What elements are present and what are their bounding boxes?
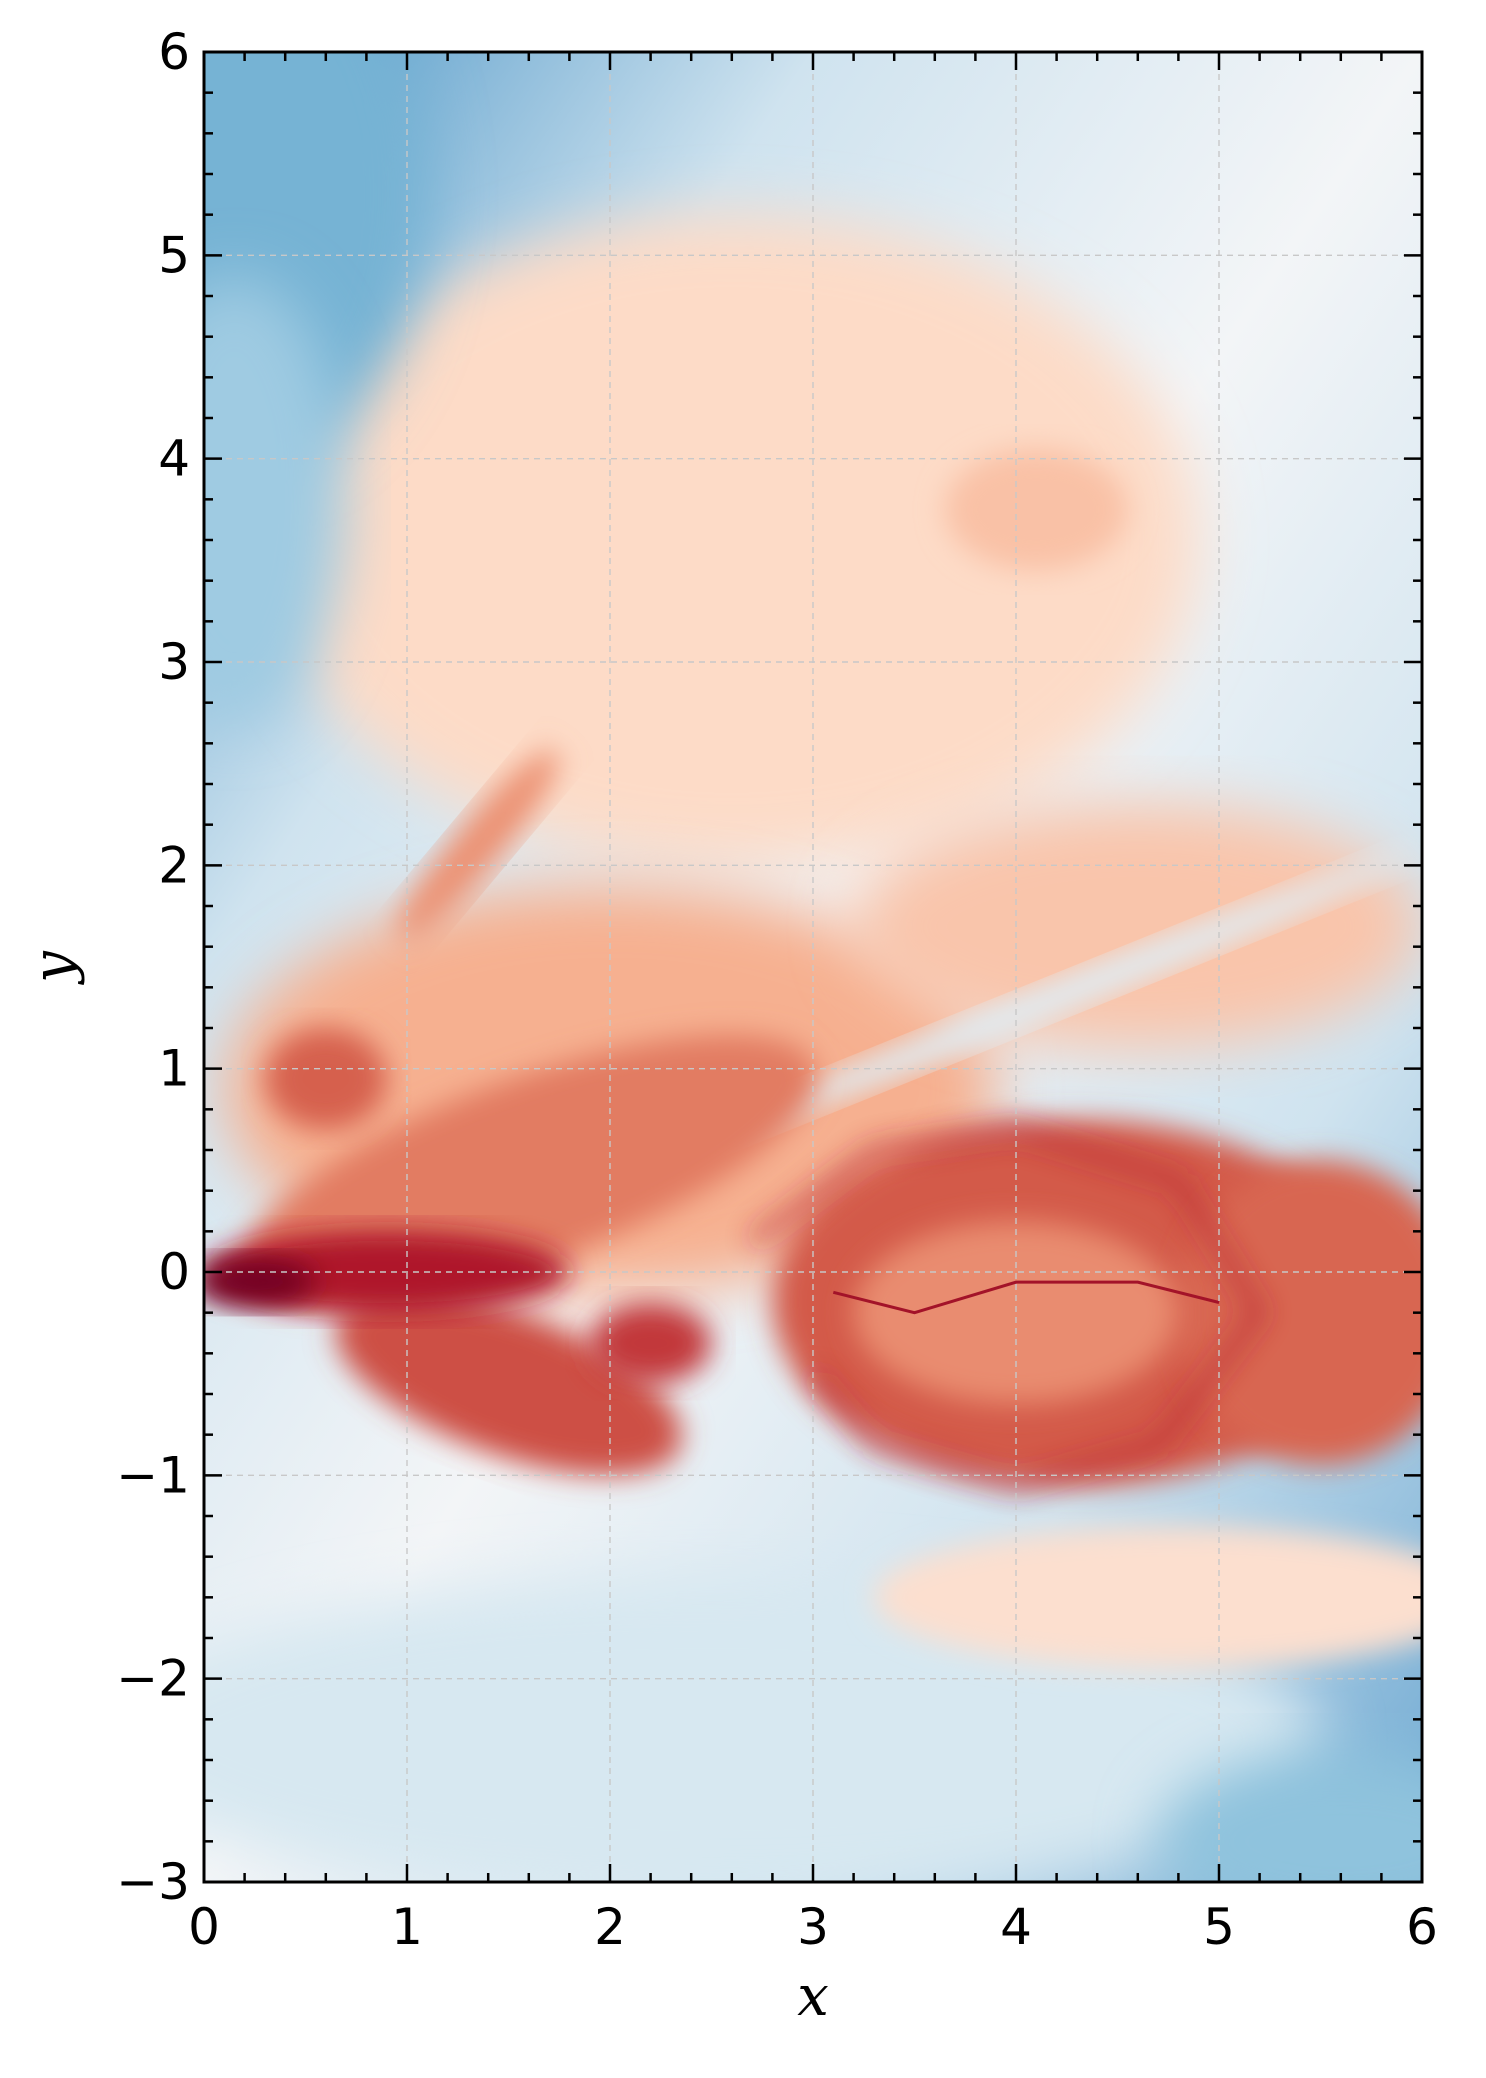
outflow-band — [1178, 1160, 1422, 1466]
x-tick-label: 3 — [797, 1898, 829, 1956]
x-tick-label: 2 — [594, 1898, 626, 1956]
y-tick-label: −3 — [116, 1853, 190, 1911]
y-tick-label: −1 — [116, 1446, 190, 1504]
head-inner — [853, 1221, 1179, 1405]
y-tick-label: 2 — [158, 836, 190, 894]
x-tick-labels: 0 1 2 3 4 5 6 — [188, 1898, 1438, 1956]
mid-vortex — [589, 1302, 712, 1384]
upper-white-region — [264, 214, 1199, 866]
y-tick-label: −2 — [116, 1650, 190, 1708]
x-tick-label: 5 — [1203, 1898, 1235, 1956]
upper-left-vortex — [264, 1028, 387, 1130]
y-tick-label: 4 — [158, 430, 190, 488]
axis-ticks — [202, 50, 1424, 1884]
x-tick-label: 0 — [188, 1898, 220, 1956]
x-tick-label: 4 — [1000, 1898, 1032, 1956]
lower-white-band — [873, 1526, 1422, 1669]
upper-pink-patch — [944, 448, 1128, 571]
x-tick-label: 6 — [1406, 1898, 1438, 1956]
central-filament — [832, 1280, 1220, 1315]
heatmap-field — [204, 52, 1422, 1882]
y-tick-label: 6 — [158, 23, 190, 81]
grid-lines — [204, 52, 1422, 1882]
y-tick-label: 0 — [158, 1243, 190, 1301]
x-axis-label: x — [797, 1964, 829, 2029]
pink-right-region — [853, 804, 1422, 1049]
y-tick-label: 1 — [158, 1040, 190, 1098]
y-tick-label: 5 — [158, 226, 190, 284]
head-rim — [749, 1124, 1266, 1491]
jet-nozzle-core — [204, 1257, 316, 1307]
lower-shear-layer — [335, 1292, 682, 1476]
left-blue-column — [204, 275, 347, 723]
blue-filament — [698, 852, 1415, 1143]
y-axis-label: y — [21, 950, 86, 986]
lower-right-blue-region — [1158, 1749, 1422, 1882]
y-tick-label: 3 — [158, 633, 190, 691]
x-tick-label: 1 — [391, 1898, 423, 1956]
y-tick-labels: −3 −2 −1 0 1 2 3 4 5 6 — [116, 23, 190, 1911]
streak — [397, 750, 559, 940]
plot-area — [204, 52, 1422, 1882]
